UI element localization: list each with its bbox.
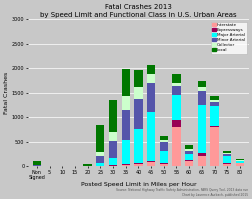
- Bar: [197, 156, 205, 166]
- Bar: [159, 164, 167, 166]
- Bar: [108, 158, 117, 166]
- Bar: [235, 159, 243, 160]
- X-axis label: Posted Speed Limit in Miles per Hour: Posted Speed Limit in Miles per Hour: [80, 182, 195, 187]
- Bar: [159, 151, 167, 163]
- Legend: Interstate, Expressways, Major Arterial, Minor Arterial, Collector, Local: Interstate, Expressways, Major Arterial,…: [210, 21, 246, 54]
- Bar: [121, 139, 129, 164]
- Bar: [159, 140, 167, 142]
- Bar: [159, 142, 167, 151]
- Bar: [159, 163, 167, 164]
- Bar: [172, 127, 180, 166]
- Bar: [134, 164, 142, 166]
- Bar: [134, 87, 142, 99]
- Bar: [197, 91, 205, 104]
- Bar: [184, 149, 193, 151]
- Bar: [146, 112, 154, 161]
- Bar: [235, 163, 243, 166]
- Bar: [222, 154, 231, 156]
- Bar: [210, 106, 218, 126]
- Bar: [172, 120, 180, 127]
- Bar: [159, 136, 167, 140]
- Bar: [222, 156, 231, 163]
- Bar: [210, 96, 218, 100]
- Bar: [134, 129, 142, 163]
- Bar: [134, 99, 142, 129]
- Bar: [134, 70, 142, 87]
- Bar: [210, 126, 218, 127]
- Bar: [222, 151, 231, 153]
- Bar: [96, 125, 104, 152]
- Bar: [184, 145, 193, 149]
- Bar: [121, 110, 129, 139]
- Bar: [146, 83, 154, 112]
- Bar: [222, 163, 231, 164]
- Bar: [121, 164, 129, 165]
- Bar: [210, 127, 218, 166]
- Bar: [33, 165, 41, 166]
- Bar: [222, 164, 231, 166]
- Bar: [121, 69, 129, 96]
- Bar: [96, 152, 104, 156]
- Bar: [222, 153, 231, 154]
- Bar: [121, 165, 129, 166]
- Bar: [197, 153, 205, 156]
- Y-axis label: Fatal Crashes: Fatal Crashes: [4, 72, 9, 114]
- Bar: [96, 163, 104, 166]
- Bar: [108, 132, 117, 141]
- Bar: [121, 96, 129, 110]
- Bar: [210, 102, 218, 106]
- Bar: [197, 104, 205, 153]
- Bar: [134, 163, 142, 164]
- Bar: [146, 161, 154, 162]
- Bar: [184, 160, 193, 161]
- Title: Fatal Crashes 2013
by Speed Limit and Functional Class in U.S. Urban Areas: Fatal Crashes 2013 by Speed Limit and Fu…: [40, 4, 236, 18]
- Bar: [146, 65, 154, 74]
- Bar: [172, 83, 180, 87]
- Bar: [172, 74, 180, 83]
- Bar: [235, 160, 243, 161]
- Bar: [83, 164, 91, 166]
- Bar: [146, 74, 154, 83]
- Bar: [235, 161, 243, 163]
- Bar: [184, 154, 193, 160]
- Bar: [197, 87, 205, 91]
- Bar: [172, 87, 180, 95]
- Bar: [184, 161, 193, 166]
- Bar: [33, 161, 41, 165]
- Bar: [172, 95, 180, 120]
- Bar: [210, 100, 218, 102]
- Bar: [146, 162, 154, 166]
- Bar: [108, 100, 117, 132]
- Text: Source: National Highway Traffic Safety Administration, FARS Query Tool, 2013 da: Source: National Highway Traffic Safety …: [115, 188, 247, 197]
- Bar: [197, 81, 205, 87]
- Bar: [108, 141, 117, 158]
- Bar: [184, 151, 193, 154]
- Bar: [96, 156, 104, 163]
